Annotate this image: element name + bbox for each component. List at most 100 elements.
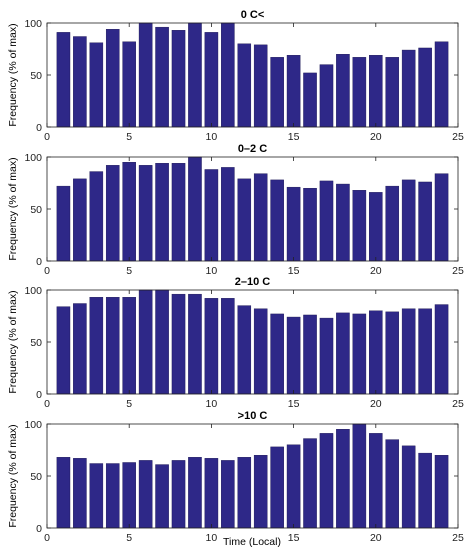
bar-6 xyxy=(138,165,153,262)
bar-14 xyxy=(270,57,284,128)
bar-5 xyxy=(122,41,136,128)
bar-13 xyxy=(253,308,268,395)
x-tick-label: 15 xyxy=(288,265,300,277)
bar-23 xyxy=(418,452,432,529)
bar-2 xyxy=(73,178,87,262)
bar-18 xyxy=(336,54,350,128)
bar-6 xyxy=(138,289,153,395)
bar-9 xyxy=(188,457,202,529)
bar-17 xyxy=(319,317,334,395)
bar-7 xyxy=(155,26,169,128)
y-tick-label: 50 xyxy=(30,204,42,216)
bar-17 xyxy=(319,180,334,262)
bar-14 xyxy=(270,446,284,529)
x-tick-label: 20 xyxy=(370,398,382,410)
bar-8 xyxy=(171,30,186,128)
panel-title: 0–2 C xyxy=(238,143,267,155)
bar-13 xyxy=(253,455,268,529)
y-axis-label: Frequency (% of max) xyxy=(7,157,19,260)
bar-9 xyxy=(188,22,202,128)
x-tick-label: 10 xyxy=(206,532,218,544)
bar-12 xyxy=(237,43,252,128)
x-tick-label: 5 xyxy=(126,532,132,544)
bar-6 xyxy=(138,22,153,128)
bar-15 xyxy=(286,55,301,128)
bar-8 xyxy=(171,163,186,262)
bar-4 xyxy=(105,463,120,529)
y-tick-label: 100 xyxy=(24,18,42,30)
bar-17 xyxy=(319,64,334,128)
y-axis-label: Frequency (% of max) xyxy=(7,424,19,527)
chart-panel-4: 0 5 10 15 20 25 0 50 100 >10 C Frequency (% of max… xyxy=(7,410,464,544)
bar-12 xyxy=(237,457,252,529)
y-tick-label: 50 xyxy=(30,70,42,82)
bar-16 xyxy=(303,314,317,395)
bar-1 xyxy=(56,185,71,262)
bar-22 xyxy=(401,308,416,395)
x-tick-label: 25 xyxy=(452,532,464,544)
bar-21 xyxy=(385,439,400,529)
y-axis-label: Frequency (% of max) xyxy=(7,290,19,393)
bar-18 xyxy=(336,312,350,395)
x-tick-label: 5 xyxy=(126,131,132,143)
x-tick-label: 0 xyxy=(44,265,50,277)
x-tick-label: 20 xyxy=(370,532,382,544)
bar-24 xyxy=(434,304,449,395)
bar-7 xyxy=(155,163,169,262)
y-tick-label: 0 xyxy=(36,256,42,268)
bar-1 xyxy=(56,32,71,128)
bar-10 xyxy=(204,32,219,128)
y-tick-label: 100 xyxy=(24,152,42,164)
bar-24 xyxy=(434,41,449,128)
bar-11 xyxy=(221,460,235,529)
bar-15 xyxy=(286,186,301,262)
y-tick-label: 50 xyxy=(30,337,42,349)
bar-21 xyxy=(385,57,400,128)
x-tick-label: 20 xyxy=(370,265,382,277)
x-tick-label: 0 xyxy=(44,398,50,410)
bar-20 xyxy=(369,310,383,395)
bar-2 xyxy=(73,303,87,395)
x-tick-label: 25 xyxy=(452,265,464,277)
x-tick-label: 15 xyxy=(288,398,300,410)
chart-panel-1: 0 5 10 15 20 25 0 50 100 0 C< Frequency (% of max) xyxy=(7,9,464,143)
bar-8 xyxy=(171,460,186,529)
bar-3 xyxy=(89,297,104,395)
y-tick-label: 0 xyxy=(36,122,42,134)
panel-title: >10 C xyxy=(238,410,268,422)
bar-7 xyxy=(155,464,169,529)
x-tick-label: 10 xyxy=(206,398,218,410)
bar-4 xyxy=(105,29,120,128)
bar-20 xyxy=(369,55,383,128)
bar-11 xyxy=(221,22,235,128)
y-tick-label: 100 xyxy=(24,419,42,431)
bar-24 xyxy=(434,455,449,529)
bar-6 xyxy=(138,460,153,529)
bar-22 xyxy=(401,445,416,529)
bar-13 xyxy=(253,173,268,262)
bar-8 xyxy=(171,293,186,395)
bar-1 xyxy=(56,306,71,395)
x-tick-label: 25 xyxy=(452,398,464,410)
x-tick-label: 0 xyxy=(44,131,50,143)
y-tick-label: 100 xyxy=(24,285,42,297)
x-tick-label: 5 xyxy=(126,398,132,410)
x-tick-label: 15 xyxy=(288,131,300,143)
bar-20 xyxy=(369,433,383,529)
panel-title: 0 C< xyxy=(241,9,265,21)
bar-17 xyxy=(319,433,334,529)
bar-5 xyxy=(122,161,136,262)
bar-21 xyxy=(385,185,400,262)
bar-10 xyxy=(204,169,219,262)
y-tick-label: 0 xyxy=(36,523,42,535)
bar-19 xyxy=(352,423,367,529)
bar-3 xyxy=(89,463,104,529)
bar-4 xyxy=(105,297,120,395)
bar-13 xyxy=(253,44,268,128)
x-tick-label: 20 xyxy=(370,131,382,143)
bar-14 xyxy=(270,179,284,262)
x-tick-label: 10 xyxy=(206,265,218,277)
x-tick-label: 25 xyxy=(452,131,464,143)
bar-16 xyxy=(303,72,317,128)
